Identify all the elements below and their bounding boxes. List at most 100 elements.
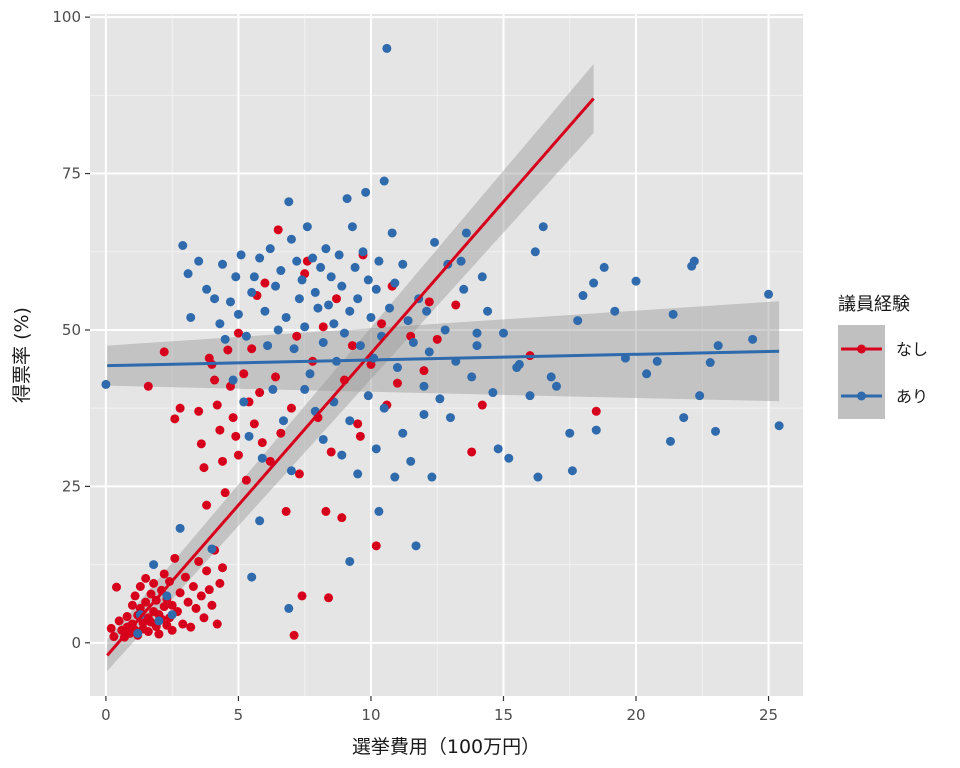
data-point	[318, 337, 328, 347]
data-point	[565, 428, 575, 438]
data-point	[461, 228, 471, 238]
data-point	[668, 309, 678, 319]
data-point	[122, 612, 132, 622]
data-point	[665, 436, 675, 446]
data-point	[143, 381, 153, 391]
data-point	[419, 366, 429, 376]
data-point	[294, 469, 304, 479]
data-point	[202, 566, 212, 576]
data-point	[573, 316, 583, 326]
data-point	[159, 602, 169, 612]
data-point	[308, 253, 318, 263]
data-point	[530, 247, 540, 257]
data-point	[546, 372, 556, 382]
legend-dot-nashi	[857, 344, 866, 354]
data-point	[127, 600, 137, 610]
fit-line-0	[106, 97, 595, 657]
data-point	[440, 325, 450, 335]
data-point	[159, 347, 169, 357]
data-point	[355, 431, 365, 441]
data-point	[231, 272, 241, 282]
data-point	[377, 319, 387, 329]
data-point	[215, 425, 225, 435]
data-point	[196, 591, 206, 601]
data-point	[451, 300, 461, 310]
data-point	[387, 228, 397, 238]
data-point	[228, 413, 238, 423]
data-point	[398, 259, 408, 269]
data-point	[255, 516, 265, 526]
data-point	[300, 384, 310, 394]
data-point	[427, 472, 437, 482]
data-point	[316, 262, 326, 272]
data-point	[233, 450, 243, 460]
data-point	[239, 397, 249, 407]
data-point	[233, 309, 243, 319]
data-point	[424, 297, 434, 307]
data-point	[642, 369, 652, 379]
data-point	[271, 372, 281, 382]
data-point	[332, 294, 342, 304]
data-point	[567, 466, 577, 476]
data-point	[286, 466, 296, 476]
data-point	[143, 627, 153, 637]
data-point	[281, 506, 291, 516]
data-point	[318, 322, 328, 332]
data-point	[207, 600, 217, 610]
data-point	[398, 428, 408, 438]
data-point	[257, 453, 267, 463]
data-points	[101, 43, 784, 642]
data-point	[271, 281, 281, 291]
data-point	[212, 400, 222, 410]
data-point	[202, 284, 212, 294]
data-point	[748, 334, 758, 344]
data-point	[345, 306, 355, 316]
data-point	[408, 337, 418, 347]
data-point	[551, 381, 561, 391]
data-point	[194, 406, 204, 416]
data-point	[329, 319, 339, 329]
data-point	[578, 291, 588, 301]
data-point	[363, 391, 373, 401]
data-point	[353, 419, 363, 429]
data-point	[130, 591, 140, 601]
data-point	[249, 272, 259, 282]
data-point	[180, 572, 190, 582]
data-point	[265, 456, 275, 466]
data-point	[255, 388, 265, 398]
data-point	[239, 369, 249, 379]
y-tick-label: 75	[62, 165, 81, 183]
data-point	[422, 306, 432, 316]
data-point	[260, 278, 270, 288]
fit-line-1	[107, 349, 780, 368]
data-point	[149, 578, 159, 588]
data-point	[472, 341, 482, 351]
data-point	[204, 585, 214, 595]
data-point	[167, 600, 177, 610]
data-point	[419, 409, 429, 419]
data-point	[337, 513, 347, 523]
data-point	[300, 322, 310, 332]
data-point	[106, 623, 116, 633]
data-point	[218, 456, 228, 466]
data-point	[392, 363, 402, 373]
data-point	[337, 281, 347, 291]
data-point	[764, 289, 774, 299]
data-point	[294, 294, 304, 304]
data-point	[199, 463, 209, 473]
data-point	[207, 544, 217, 554]
data-point	[353, 294, 363, 304]
data-point	[109, 632, 119, 642]
data-point	[705, 358, 715, 368]
data-point	[533, 472, 543, 482]
data-point	[194, 556, 204, 566]
data-point	[345, 556, 355, 566]
data-point	[167, 625, 177, 635]
data-point	[286, 234, 296, 244]
data-point	[334, 250, 344, 260]
data-point	[432, 334, 442, 344]
data-point	[467, 372, 477, 382]
data-point	[488, 388, 498, 398]
data-point	[218, 563, 228, 573]
